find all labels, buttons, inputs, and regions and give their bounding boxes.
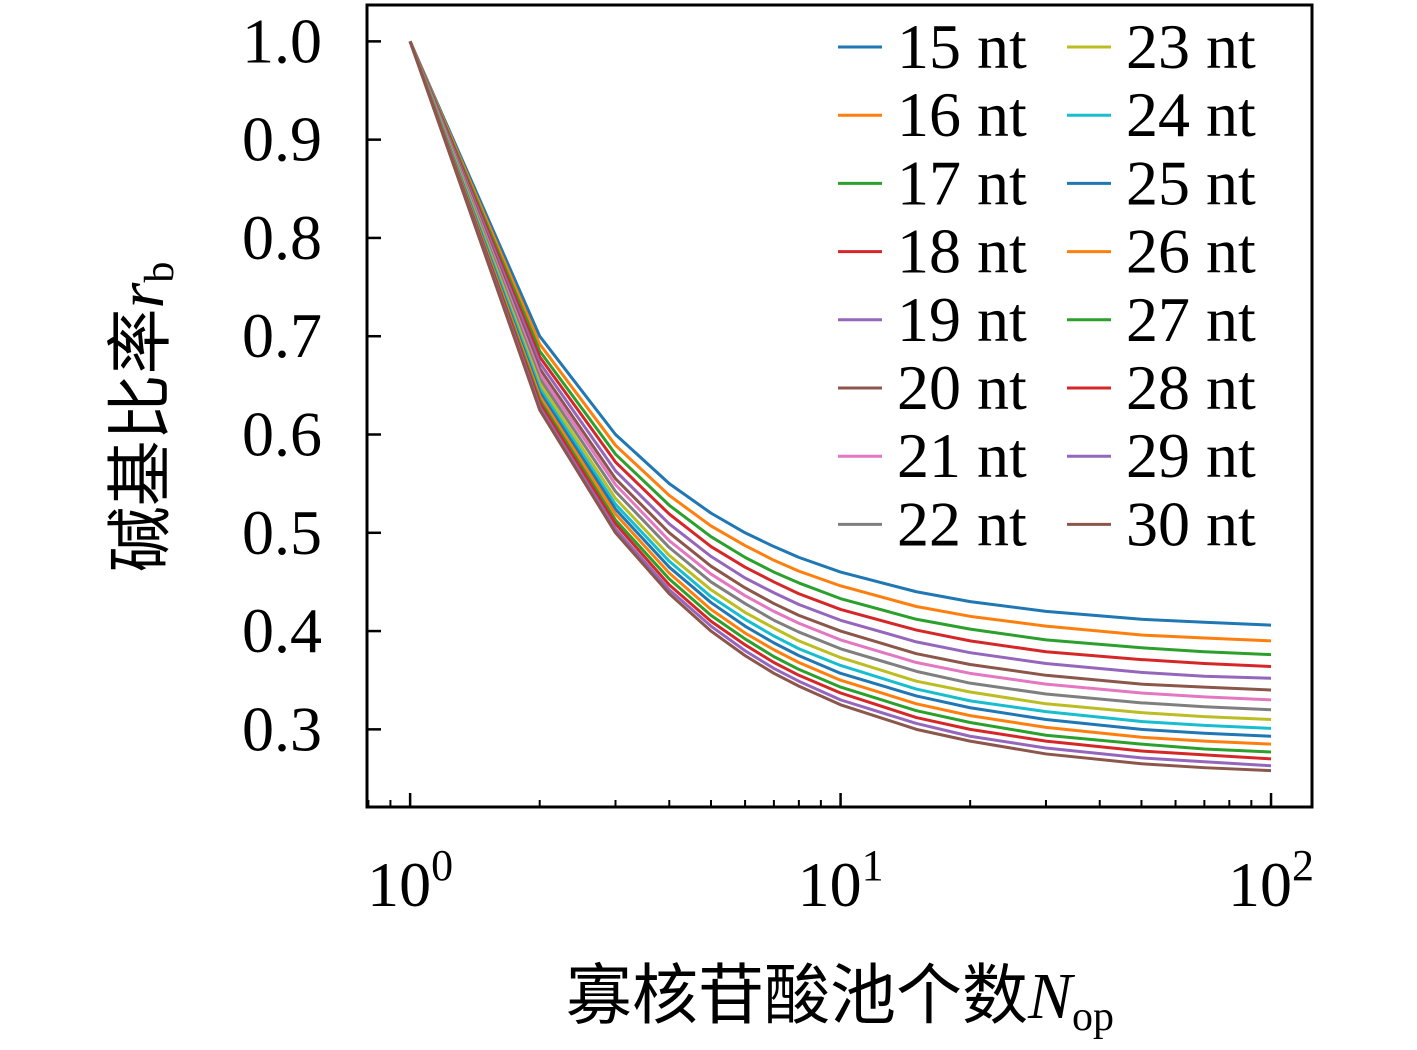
y-tick-label: 0.7 [242,300,322,371]
legend-label: 22 nt [897,488,1027,559]
x-tick-label: 101 [798,841,884,920]
series-line-22-nt [408,40,1272,712]
legend-label: 19 nt [897,284,1027,355]
legend-label: 21 nt [897,420,1027,491]
legend-label: 28 nt [1126,352,1256,423]
x-axis-label-subscript: op [1072,994,1114,1040]
legend-label: 24 nt [1126,79,1256,150]
x-tick-label-exponent: 1 [862,841,884,890]
x-tick-label: 100 [367,841,453,920]
legend-label: 18 nt [897,216,1027,287]
y-axis-label: 碱基比率rb [105,262,183,573]
series-line-24-nt [408,40,1272,730]
legend-entry-27-nt: 27 nt [1067,284,1256,355]
y-axis-label-symbol: r [105,282,178,308]
y-tick-labels: 1.0 0.9 0.8 0.7 0.6 0.5 0.4 0.3 [242,5,322,764]
x-tick-label-base: 10 [1228,849,1292,920]
series-line-25-nt [408,40,1272,738]
series-line-28-nt [408,40,1272,761]
x-tick-label-exponent: 0 [431,841,453,890]
series-line-19-nt [408,40,1272,680]
y-axis-label-subscript: b [137,262,183,283]
series-line-20-nt [408,40,1272,692]
series-line-26-nt [408,40,1272,746]
x-tick-label-base: 10 [367,849,431,920]
legend-entry-24-nt: 24 nt [1067,79,1256,150]
legend-entry-29-nt: 29 nt [1067,420,1256,491]
legend-entry-18-nt: 18 nt [838,216,1027,287]
y-tick-label: 0.4 [242,595,322,666]
x-tick-label-base: 10 [798,849,862,920]
legend-label: 16 nt [897,79,1027,150]
y-axis-label-text: 碱基比率 [105,308,178,572]
x-tick-label-exponent: 2 [1292,841,1314,890]
series-line-15-nt [408,40,1272,627]
legend-entry-21-nt: 21 nt [838,420,1027,491]
series-line-23-nt [408,40,1272,722]
legend-entry-20-nt: 20 nt [838,352,1027,423]
legend-label: 15 nt [897,11,1027,82]
series-line-29-nt [408,40,1272,768]
axis-ticks [367,40,1273,807]
legend-entry-19-nt: 19 nt [838,284,1027,355]
legend-entry-16-nt: 16 nt [838,79,1027,150]
y-tick-label: 0.3 [242,693,322,764]
series-line-17-nt [408,40,1272,657]
legend-label: 29 nt [1126,420,1256,491]
legend-entry-23-nt: 23 nt [1067,11,1256,82]
series-line-30-nt [408,40,1272,773]
plot-frame [365,3,1314,809]
legend-entry-26-nt: 26 nt [1067,216,1256,287]
legend-entry-22-nt: 22 nt [838,488,1027,559]
y-tick-label: 1.0 [242,5,322,76]
series-line-21-nt [408,40,1272,702]
legend-label: 17 nt [897,147,1027,218]
legend-label: 27 nt [1126,284,1256,355]
x-axis-label-text: 寡核苷酸池个数 [566,960,1028,1033]
legend-label: 26 nt [1126,216,1256,287]
y-tick-label: 0.9 [242,104,322,175]
x-tick-labels: 100 101 102 [367,841,1314,920]
legend-label: 30 nt [1126,488,1256,559]
series-line-27-nt [408,40,1272,754]
x-axis-label: 寡核苷酸池个数Nop [566,960,1114,1040]
x-axis-label-symbol: N [1027,960,1076,1033]
legend-entry-15-nt: 15 nt [838,11,1027,82]
y-tick-label: 0.6 [242,399,322,470]
series-line-16-nt [408,40,1272,643]
legend-entry-17-nt: 17 nt [838,147,1027,218]
legend-label: 25 nt [1126,147,1256,218]
y-tick-label: 0.8 [242,202,322,273]
legend-entry-30-nt: 30 nt [1067,488,1256,559]
legend-entry-25-nt: 25 nt [1067,147,1256,218]
series-line-18-nt [408,40,1272,668]
legend-label: 23 nt [1126,11,1256,82]
y-tick-label: 0.5 [242,497,322,568]
legend-entry-28-nt: 28 nt [1067,352,1256,423]
series-lines [408,40,1272,773]
x-tick-label: 102 [1228,841,1314,920]
legend-label: 20 nt [897,352,1027,423]
